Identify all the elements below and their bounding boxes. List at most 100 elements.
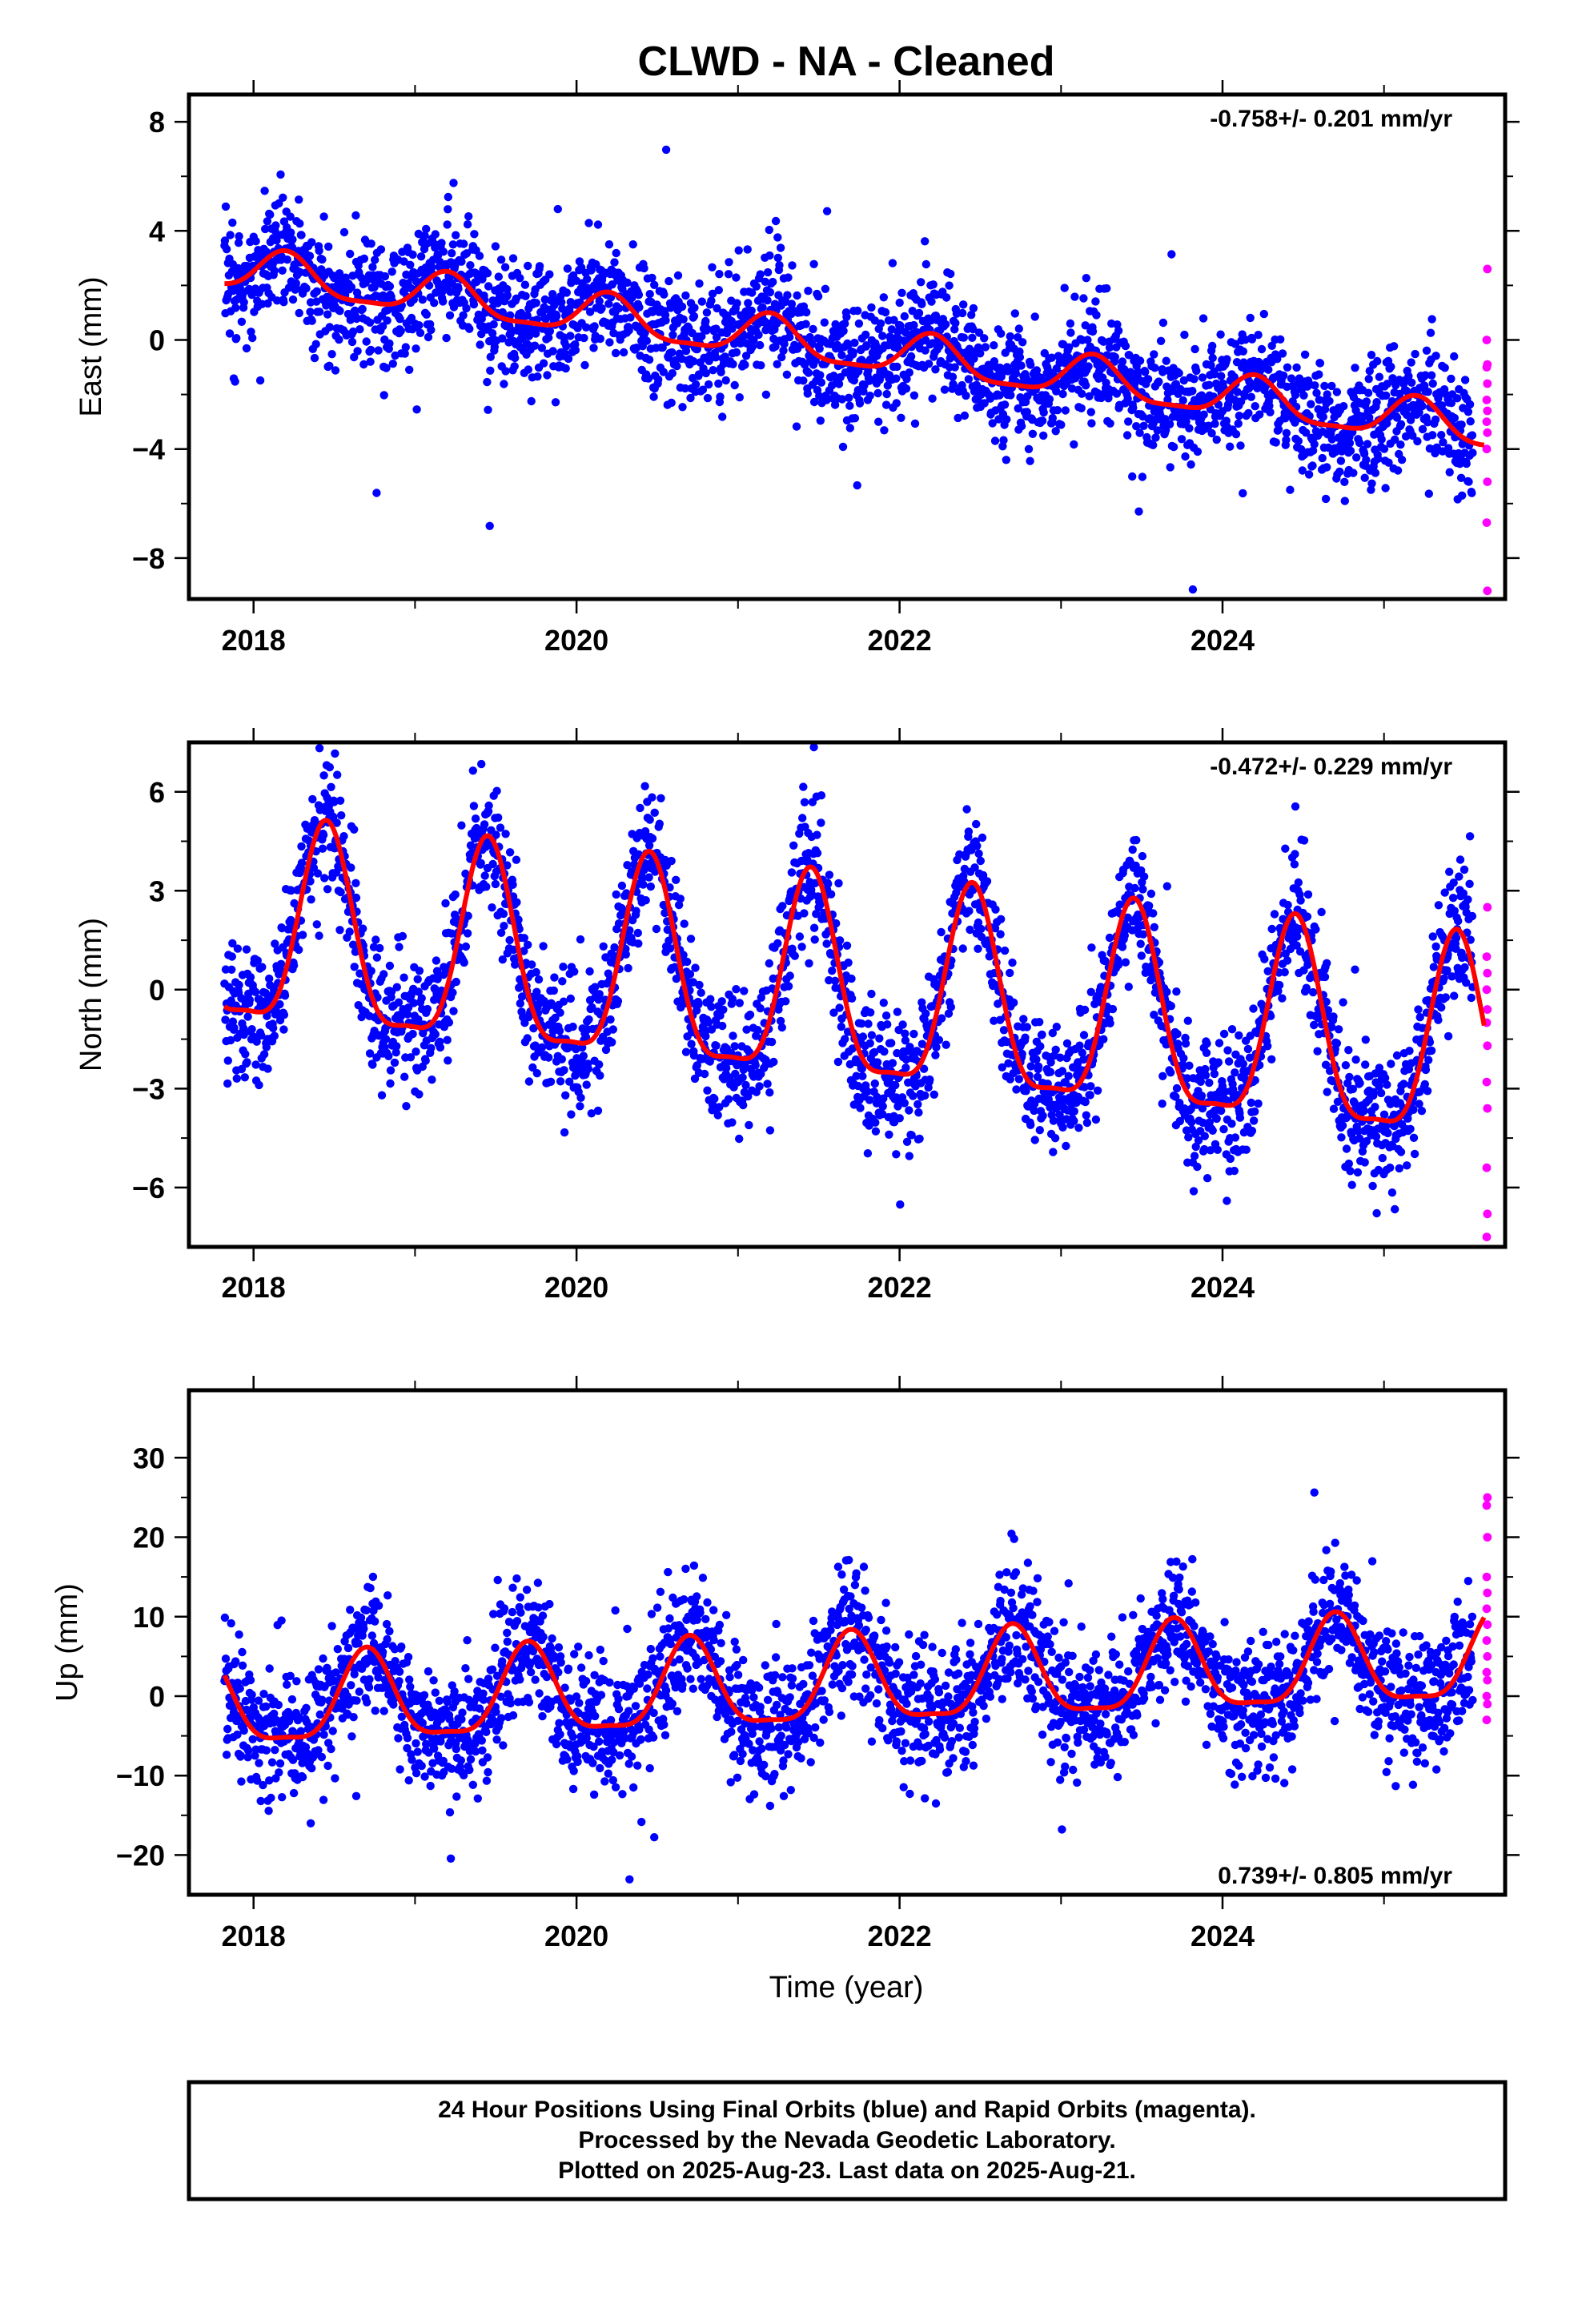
- data-point: [1255, 410, 1264, 419]
- data-point: [810, 935, 819, 944]
- data-point: [1187, 1118, 1196, 1127]
- data-point: [1128, 845, 1137, 854]
- data-point: [785, 971, 794, 980]
- data-point: [416, 328, 425, 337]
- data-point: [751, 1060, 760, 1070]
- data-point: [874, 417, 883, 426]
- data-point: [900, 312, 909, 321]
- data-point: [767, 1037, 777, 1047]
- data-point: [327, 350, 336, 359]
- data-point: [1135, 356, 1145, 365]
- data-point: [1114, 960, 1123, 970]
- data-point: [648, 834, 657, 843]
- data-point: [1175, 1099, 1184, 1108]
- data-point: [374, 346, 383, 355]
- data-point: [678, 403, 687, 412]
- data-point: [441, 899, 450, 908]
- data-point: [325, 323, 334, 332]
- data-point: [847, 994, 857, 1003]
- data-point: [279, 193, 287, 202]
- data-point: [581, 323, 591, 332]
- data-point: [1198, 1104, 1207, 1113]
- data-point: [1212, 435, 1221, 444]
- data-point: [512, 855, 521, 864]
- data-point: [634, 291, 644, 300]
- data-point: [865, 1121, 873, 1130]
- data-point: [596, 1071, 604, 1080]
- data-point: [962, 391, 970, 400]
- data-point: [873, 1058, 882, 1067]
- data-point: [1205, 380, 1214, 389]
- data-point: [315, 931, 323, 940]
- data-point: [431, 1030, 440, 1039]
- data-point: [345, 927, 354, 936]
- data-point: [412, 1047, 420, 1056]
- data-point: [1363, 388, 1373, 397]
- data-point: [445, 273, 454, 282]
- rapid-point: [1483, 264, 1492, 274]
- data-point: [1408, 431, 1417, 440]
- data-point: [234, 239, 243, 247]
- data-point: [917, 300, 926, 308]
- data-point: [291, 279, 300, 287]
- data-point: [864, 1019, 873, 1028]
- data-point: [1266, 408, 1275, 416]
- data-point: [931, 1051, 940, 1059]
- data-point: [1143, 375, 1153, 384]
- data-point: [1134, 368, 1142, 376]
- model-curve: [224, 247, 1485, 448]
- data-point: [1128, 472, 1137, 481]
- data-point: [229, 286, 238, 296]
- data-point: [1362, 456, 1371, 464]
- data-point: [414, 987, 423, 996]
- data-point: [974, 328, 984, 337]
- data-point: [1424, 489, 1434, 498]
- data-point: [1149, 440, 1158, 449]
- data-point: [532, 967, 540, 977]
- data-point: [508, 254, 518, 263]
- data-point: [630, 860, 639, 869]
- data-point: [400, 349, 409, 358]
- data-point: [694, 999, 703, 1009]
- data-point: [879, 999, 889, 1007]
- data-point: [232, 334, 241, 343]
- data-point: [275, 999, 284, 1009]
- data-point: [500, 922, 508, 931]
- data-point: [799, 376, 808, 385]
- data-point: [400, 973, 408, 982]
- data-point: [1291, 390, 1300, 400]
- data-point: [477, 759, 486, 769]
- data-point: [1239, 347, 1248, 356]
- x-tick-label: 2022: [868, 624, 932, 657]
- data-point: [1185, 1061, 1194, 1070]
- data-point: [1132, 422, 1141, 431]
- data-point: [401, 343, 410, 352]
- data-point: [658, 343, 667, 352]
- data-point: [915, 1134, 924, 1144]
- data-point: [1150, 923, 1159, 932]
- data-point: [463, 220, 472, 229]
- data-point: [1452, 394, 1462, 403]
- data-point: [1180, 330, 1189, 340]
- data-point: [611, 348, 620, 358]
- data-point: [230, 1023, 239, 1032]
- data-point: [1367, 485, 1375, 494]
- data-point: [335, 796, 345, 805]
- data-point: [1039, 431, 1048, 440]
- data-point: [462, 304, 471, 313]
- data-point: [582, 1080, 591, 1089]
- data-point: [1079, 1031, 1089, 1039]
- data-point: [261, 224, 270, 234]
- data-point: [1423, 418, 1432, 427]
- data-point: [1078, 1048, 1087, 1057]
- data-point: [412, 344, 420, 353]
- data-point: [272, 296, 282, 305]
- data-point: [1134, 507, 1143, 516]
- data-point: [1219, 1124, 1228, 1134]
- data-point: [697, 297, 706, 306]
- data-point: [1340, 497, 1350, 505]
- data-point: [544, 333, 553, 342]
- data-point: [297, 231, 306, 239]
- data-point: [348, 327, 358, 336]
- data-point: [1011, 369, 1021, 378]
